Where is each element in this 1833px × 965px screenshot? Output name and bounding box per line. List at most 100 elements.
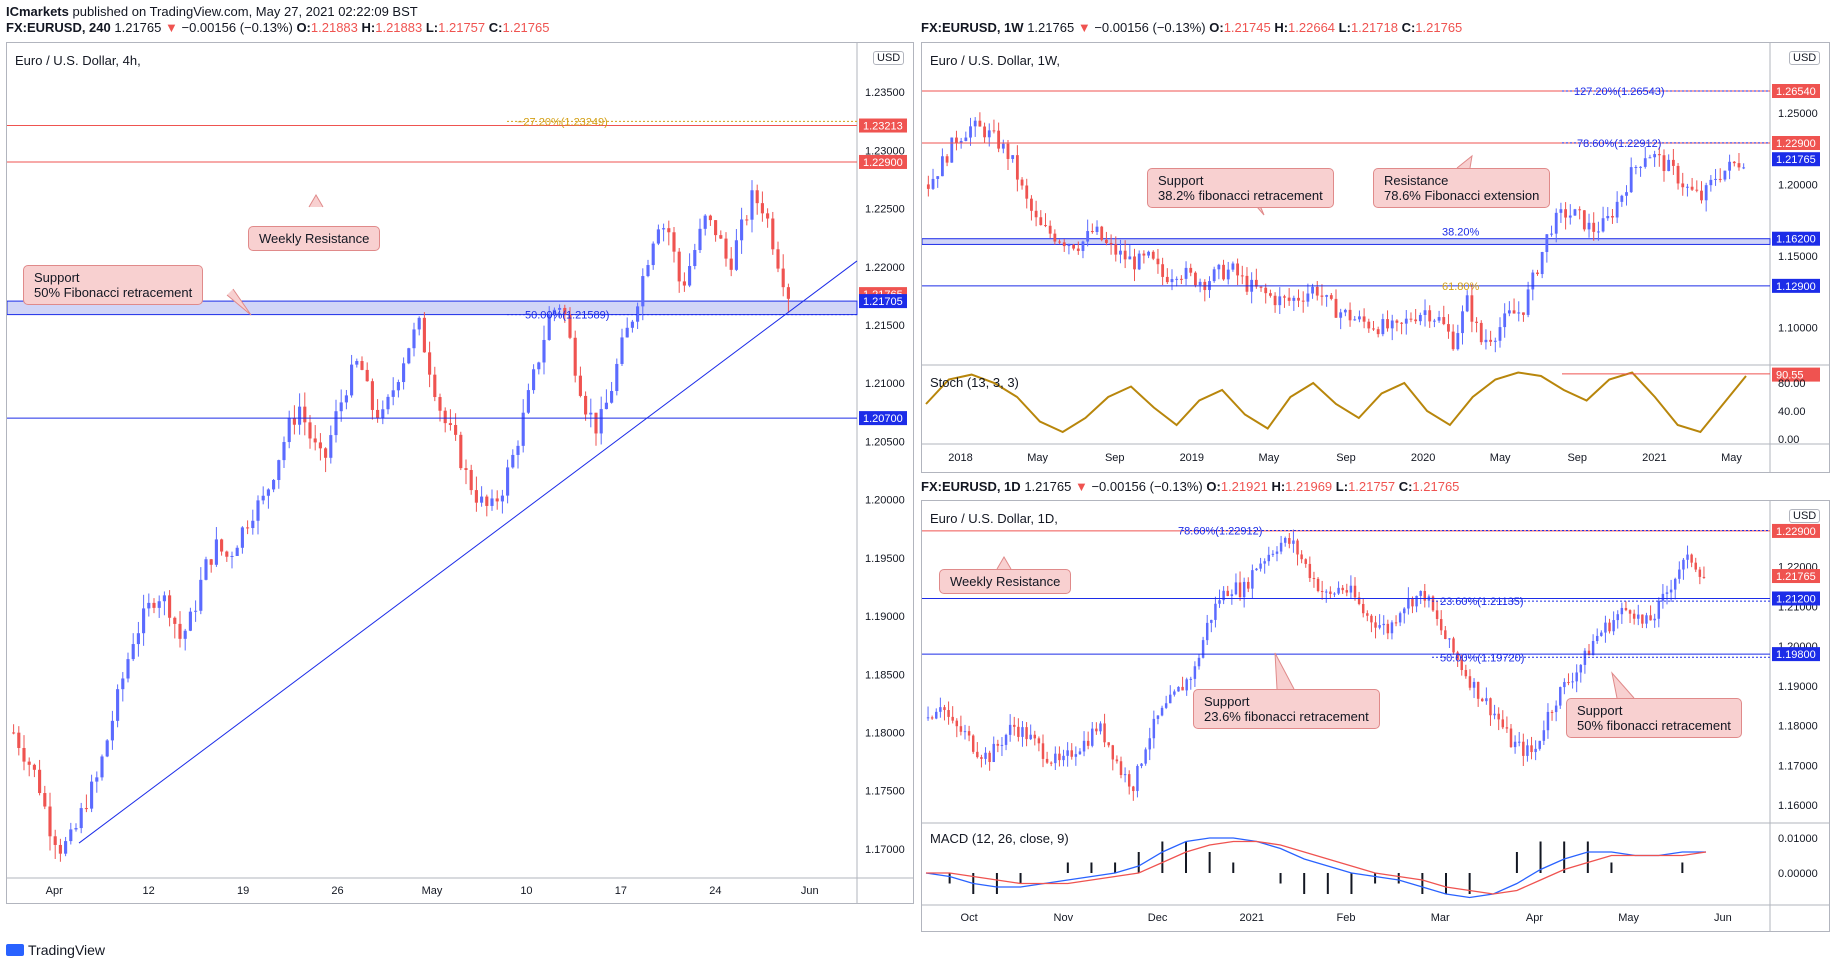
d1-chart-svg[interactable]: 78.60%(1.22912) 23.60%(1.21135) 50.00%(1.1… [922,501,1829,931]
candle-body [978,120,982,127]
stoch-k-line [925,371,1747,434]
candle-body [1254,279,1258,287]
candle-body [563,307,567,315]
candle-body [1000,744,1004,746]
candle-body [521,412,525,446]
d1-currency-button[interactable]: USD [1789,509,1821,523]
candle-body [1676,165,1680,184]
w1-stoch-label: Stoch (13, 3, 3) [930,375,1019,390]
candle-body [656,229,660,244]
w1-chart-svg[interactable]: 127.20%(1.26543) 78.60%(1.22912) 38.20% 61.… [922,43,1829,472]
candle-body [1278,296,1282,306]
candle-body [1013,724,1016,727]
candle-body [1559,209,1563,213]
callout-pointer [1611,671,1635,699]
candle-body [1665,592,1669,594]
stoch-value-tag: 90.55 [1776,370,1804,382]
candle-body [495,498,499,502]
candle-body [537,362,541,370]
candle-body [1567,682,1570,684]
candle-body [1465,295,1469,312]
w1-resistance-callout-line2: 78.6% Fibonacci extension [1384,188,1540,203]
candle-body [1671,159,1675,166]
candle-body [1025,185,1029,199]
candle-body [1404,318,1408,324]
candle-body [1606,215,1610,219]
x-tick-label: May [1490,452,1511,464]
candle-body [1702,576,1706,578]
candle-body [1653,618,1656,621]
candle-body [485,496,489,506]
candle-body [339,402,343,412]
candle-body [1600,632,1603,636]
y-tick-label: 1.18000 [1778,721,1818,733]
candle-body [131,644,135,660]
candle-body [516,445,520,455]
candle-body [719,235,723,239]
candle-body [1376,329,1380,335]
candle-body [1297,297,1300,301]
candle-body [313,438,317,443]
y-tick-label: 1.17000 [865,844,905,856]
candle-body [964,137,968,141]
candle-body [1161,264,1165,277]
h4-chart-title: Euro / U.S. Dollar, 4h, [15,53,141,68]
candle-body [1550,233,1553,235]
candle-body [1583,650,1587,665]
candle-body [1649,615,1652,621]
candle-body [573,337,577,376]
candle-body [344,395,348,403]
h4-low: 1.21757 [438,20,486,35]
h4-currency-button[interactable]: USD [873,51,905,65]
candle-body [1263,561,1266,564]
candle-body [1353,319,1357,321]
publisher-name[interactable]: ICmarkets [6,4,69,19]
candle-body [1074,754,1078,757]
x-tick-label: 17 [615,885,627,897]
candle-body [959,726,963,732]
h4-chart-svg[interactable]: −27.20%(1.23249) 50.00%(1.21589) 1.23500 1.… [7,43,913,903]
candle-body [1531,272,1535,290]
price-tag-last: 1.21765 [1776,571,1816,583]
candle-body [1312,578,1316,580]
h4-l-label: L: [425,20,439,35]
candle-body [32,764,36,770]
candle-body [204,559,208,580]
candle-body [360,361,364,370]
macd-line [925,837,1706,899]
candle-body [526,390,530,413]
down-triangle-icon: ▼ [1074,479,1088,494]
candle-body [1283,296,1286,298]
candle-body [1629,167,1633,193]
candle-body [355,361,359,365]
candle-body [734,240,738,270]
candle-body [552,309,556,315]
candle-body [1311,286,1314,294]
candle-body [1226,269,1230,280]
candle-body [1592,222,1596,232]
callout-pointer [1274,652,1295,690]
candle-body [984,752,987,759]
candle-body [1147,251,1150,256]
candle-body [506,467,510,496]
candle-body [1194,272,1197,286]
candle-body [1107,742,1110,746]
candle-body [1489,339,1493,342]
candle-body [1505,727,1509,729]
candle-body [1498,327,1502,341]
d1-chart-panel[interactable]: 78.60%(1.22912) 23.60%(1.21135) 50.00%(1.1… [921,500,1830,932]
h4-chart-panel[interactable]: −27.20%(1.23249) 50.00%(1.21589) 1.23500 1.… [6,42,914,904]
w1-chart-panel[interactable]: 127.20%(1.26543) 78.60%(1.22912) 38.20% 61.… [921,42,1830,473]
candle-body [599,409,603,434]
candle-body [459,434,463,469]
tradingview-branding[interactable]: TradingView [6,942,105,958]
w1-open: 1.21745 [1223,20,1271,35]
y-tick-label: 1.20500 [865,436,905,448]
y-tick-label: 1.17000 [1778,760,1818,772]
candle-body [1587,222,1591,230]
candle-body [641,276,645,307]
candle-body [251,520,255,529]
candle-body [1632,613,1636,619]
candle-body [1127,774,1131,787]
w1-currency-button[interactable]: USD [1789,51,1821,65]
